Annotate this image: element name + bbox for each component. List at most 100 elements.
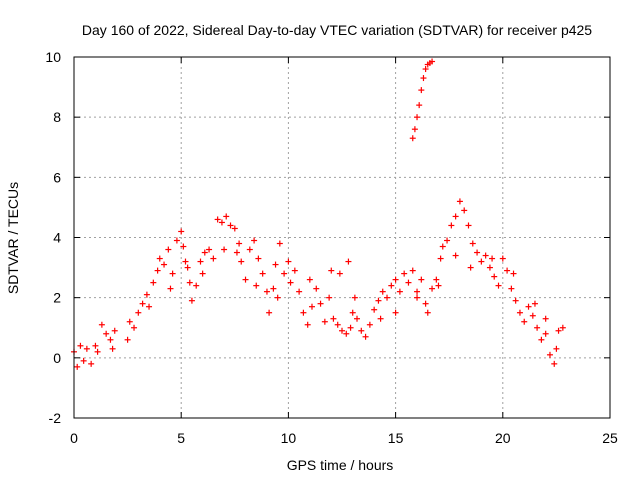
data-point	[231, 225, 238, 232]
data-point	[456, 198, 463, 205]
data-point	[272, 261, 279, 268]
data-point	[270, 285, 277, 292]
y-tick-label: 0	[53, 350, 61, 366]
data-point	[88, 360, 95, 367]
x-tick-label: 25	[602, 430, 618, 446]
data-point	[306, 276, 313, 283]
y-tick-label: 2	[53, 290, 61, 306]
data-point	[486, 264, 493, 271]
data-point	[452, 252, 459, 259]
y-tick-label: 8	[53, 109, 61, 125]
data-point	[469, 240, 476, 247]
data-point	[482, 252, 489, 259]
data-point	[510, 270, 517, 277]
data-point	[521, 318, 528, 325]
data-point	[474, 249, 481, 256]
data-point	[281, 270, 288, 277]
data-point	[422, 300, 429, 307]
data-point	[251, 237, 258, 244]
data-point	[92, 342, 99, 349]
data-point	[206, 246, 213, 253]
data-point	[242, 276, 249, 283]
data-point	[409, 267, 416, 274]
data-point	[238, 258, 245, 265]
data-point	[308, 303, 315, 310]
data-point	[287, 279, 294, 286]
data-point	[429, 58, 436, 65]
data-point	[377, 315, 384, 322]
data-point	[107, 336, 114, 343]
data-point	[439, 243, 446, 250]
data-point	[227, 222, 234, 229]
data-point	[300, 309, 307, 316]
data-point	[80, 357, 87, 364]
data-point	[266, 309, 273, 316]
data-point	[161, 261, 168, 268]
data-point	[422, 66, 429, 73]
data-point	[131, 324, 138, 331]
data-point	[197, 258, 204, 265]
data-point	[424, 309, 431, 316]
data-point	[343, 330, 350, 337]
data-point	[414, 114, 421, 121]
data-point	[103, 330, 110, 337]
data-point	[259, 270, 266, 277]
data-point	[218, 219, 225, 226]
data-point	[358, 327, 365, 334]
data-point	[182, 258, 189, 265]
data-point	[201, 249, 208, 256]
data-point	[448, 222, 455, 229]
data-point	[388, 282, 395, 289]
plot-area-border	[73, 56, 611, 419]
data-point	[154, 267, 161, 274]
data-point	[495, 282, 502, 289]
data-point	[139, 300, 146, 307]
data-point	[336, 270, 343, 277]
data-point	[371, 306, 378, 313]
data-point	[156, 255, 163, 262]
data-point	[418, 87, 425, 94]
data-point	[531, 300, 538, 307]
data-point	[555, 327, 562, 334]
data-point	[444, 237, 451, 244]
data-point	[414, 294, 421, 301]
data-point	[525, 303, 532, 310]
data-point	[126, 318, 133, 325]
data-point	[401, 270, 408, 277]
data-point	[253, 282, 260, 289]
data-point	[214, 216, 221, 223]
data-point	[135, 309, 142, 316]
data-point	[409, 135, 416, 142]
data-point	[516, 309, 523, 316]
data-point	[542, 330, 549, 337]
data-point	[375, 297, 382, 304]
y-axis-label: SDTVAR / TECUs	[5, 182, 21, 294]
data-point	[461, 207, 468, 214]
data-point	[210, 255, 217, 262]
data-point	[354, 315, 361, 322]
data-point	[349, 309, 356, 316]
data-point	[233, 249, 240, 256]
data-point	[276, 240, 283, 247]
data-point	[467, 264, 474, 271]
data-point	[180, 243, 187, 250]
data-point	[321, 318, 328, 325]
data-point	[326, 294, 333, 301]
data-point	[223, 213, 230, 220]
data-point	[435, 282, 442, 289]
data-point	[538, 336, 545, 343]
data-point	[313, 285, 320, 292]
data-point	[491, 273, 498, 280]
data-point	[384, 294, 391, 301]
data-point	[255, 255, 262, 262]
data-point	[188, 297, 195, 304]
data-point	[167, 285, 174, 292]
y-tick-label: 10	[45, 49, 61, 65]
data-point	[334, 321, 341, 328]
data-point	[559, 324, 566, 331]
data-points	[71, 58, 566, 370]
data-point	[416, 102, 423, 109]
chart-title: Day 160 of 2022, Sidereal Day-to-day VTE…	[82, 22, 592, 38]
